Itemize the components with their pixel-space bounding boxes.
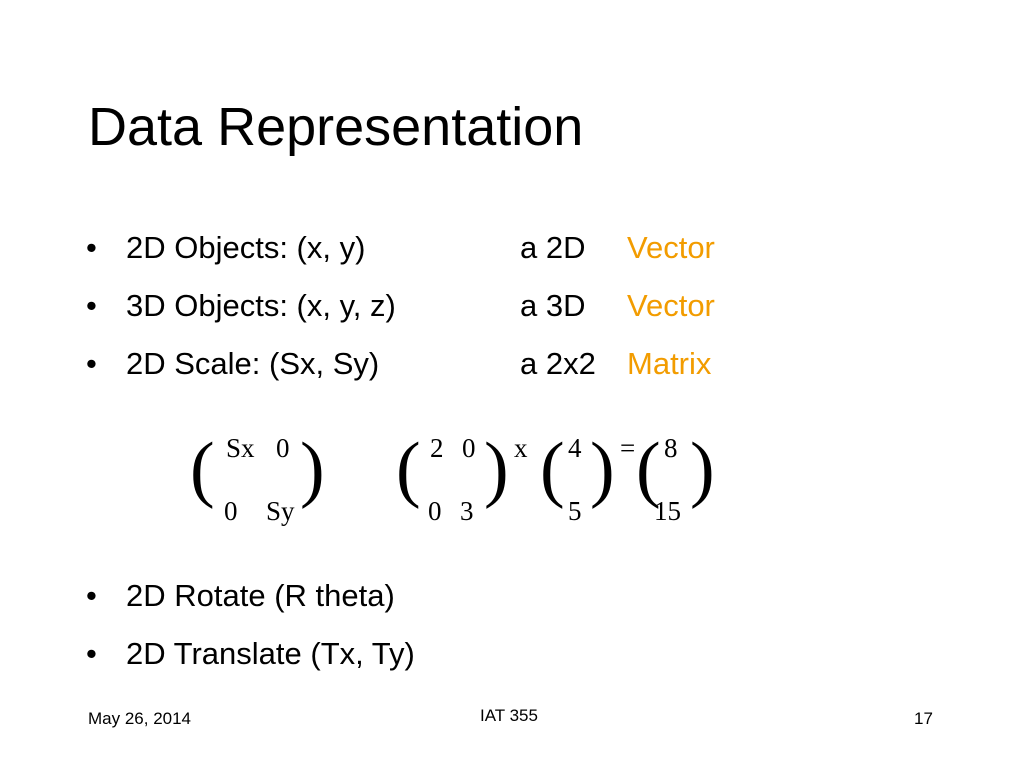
result-cell: 8 (664, 433, 678, 463)
bullet-text: 2D Objects: (x, y) (126, 230, 366, 265)
bullet-prefix: a 2D (520, 230, 586, 265)
bullet-prefix: a 3D (520, 288, 586, 323)
times-symbol: x (514, 433, 528, 463)
right-paren: ) (300, 428, 325, 510)
matrix-cell: 2 (430, 433, 444, 463)
bullet-term: Vector (627, 230, 715, 265)
left-paren: ( (636, 428, 661, 510)
bullet-text: 2D Translate (Tx, Ty) (126, 636, 415, 671)
matrix-cell: 0 (462, 433, 476, 463)
bullet-icon: • (86, 578, 97, 613)
equals-symbol: = (620, 433, 636, 463)
right-paren: ) (590, 428, 615, 510)
matrix-cell: 0 (224, 496, 238, 526)
bullet-text: 2D Rotate (R theta) (126, 578, 395, 613)
bullet-term: Matrix (627, 346, 712, 381)
left-paren: ( (396, 428, 421, 510)
matrix-cell: 0 (428, 496, 442, 526)
bullet-prefix: a 2x2 (520, 346, 596, 381)
bullet-icon: • (86, 288, 97, 323)
left-paren: ( (540, 428, 565, 510)
matrix-cell: 0 (276, 433, 290, 463)
bullet-text: 2D Scale: (Sx, Sy) (126, 346, 380, 381)
matrix-cell: Sx (226, 433, 255, 463)
right-paren: ) (690, 428, 715, 510)
slide-title: Data Representation (88, 97, 584, 157)
right-paren: ) (484, 428, 509, 510)
result-cell: 15 (654, 496, 681, 526)
bullet-icon: • (86, 230, 97, 265)
footer-course: IAT 355 (480, 706, 538, 725)
bullet-term: Vector (627, 288, 715, 323)
left-paren: ( (190, 428, 215, 510)
vector-cell: 5 (568, 496, 582, 526)
bullet-text: 3D Objects: (x, y, z) (126, 288, 396, 323)
vector-cell: 4 (568, 433, 582, 463)
footer-page-number: 17 (914, 709, 933, 728)
bullet-icon: • (86, 346, 97, 381)
footer-date: May 26, 2014 (88, 709, 192, 728)
bullet-icon: • (86, 636, 97, 671)
matrix-cell: Sy (266, 496, 295, 526)
matrix-cell: 3 (460, 496, 474, 526)
